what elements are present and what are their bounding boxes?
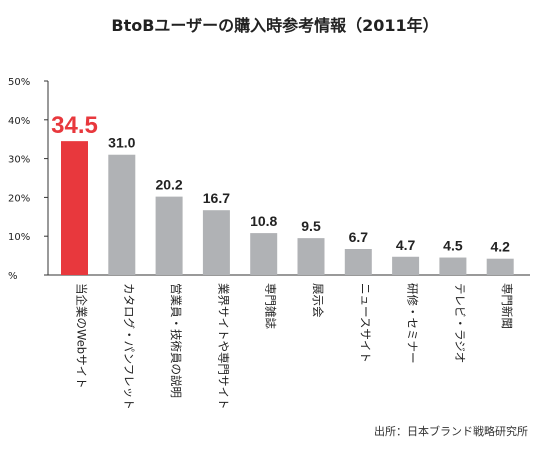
bar-7 — [344, 249, 372, 275]
bar-3 — [155, 196, 183, 275]
value-label-10: 4.2 — [490, 239, 510, 255]
category-text: 当企業のWebサイト — [75, 283, 89, 389]
bar-9 — [439, 257, 467, 275]
value-label-6: 9.5 — [301, 218, 321, 234]
value-label-9: 4.5 — [443, 238, 463, 254]
bars — [61, 141, 514, 275]
bar-6 — [297, 238, 325, 275]
value-labels: 34.5 31.0 20.2 16.7 10.8 9.5 6.7 4.7 4.5 4.2 — [51, 112, 510, 255]
value-label-1: 34.5 — [51, 112, 98, 139]
y-tick-label: 50% — [8, 77, 30, 88]
category-text: 営業員・技術員の説明 — [169, 283, 183, 398]
y-tick-label: 40% — [8, 116, 30, 127]
category-label-6: 展示会 — [311, 283, 325, 318]
bar-5 — [250, 233, 278, 275]
bar-8 — [392, 256, 420, 275]
category-label-7: ニュースサイト — [358, 283, 372, 363]
category-label-2: カタログ・パンフレット — [122, 283, 136, 410]
value-label-5: 10.8 — [250, 213, 277, 229]
category-text: 専門新聞 — [500, 283, 514, 329]
value-label-7: 6.7 — [349, 229, 369, 245]
category-text: テレビ・ラジオ — [453, 283, 467, 363]
value-label-4: 16.7 — [203, 190, 230, 206]
category-label-5: 専門雑誌 — [264, 283, 278, 329]
value-label-2: 31.0 — [108, 135, 135, 151]
category-label-8: 研修・セミナー — [406, 283, 420, 364]
category-label-9: テレビ・ラジオ — [453, 283, 467, 363]
y-tick-label: 10% — [8, 232, 30, 243]
category-text: 研修・セミナー — [406, 283, 420, 364]
category-text: 展示会 — [311, 283, 325, 318]
y-tick-label: % — [8, 271, 18, 282]
y-tick-label: 20% — [8, 193, 30, 204]
bar-10 — [486, 258, 514, 275]
bar-2 — [108, 154, 136, 275]
x-labels: 当企業のWebサイト カタログ・パンフレット 営業員・技術員の説明 業界サイトや専門サ… — [75, 283, 515, 410]
category-label-1: 当企業のWebサイト — [75, 283, 89, 389]
source-note: 出所：日本ブランド戦略研究所 — [374, 425, 528, 438]
category-text: カタログ・パンフレット — [122, 283, 136, 410]
bar-4 — [202, 210, 230, 275]
value-label-8: 4.7 — [396, 237, 416, 253]
value-label-3: 20.2 — [155, 177, 182, 193]
category-label-3: 営業員・技術員の説明 — [169, 283, 183, 398]
category-label-10: 専門新聞 — [500, 283, 514, 329]
y-tick-label: 30% — [8, 155, 30, 166]
category-text: ニュースサイト — [358, 283, 372, 363]
category-text: 業界サイトや専門サイト — [216, 283, 230, 410]
category-label-4: 業界サイトや専門サイト — [216, 283, 230, 410]
category-text: 専門雑誌 — [264, 283, 278, 329]
bar-1 — [61, 141, 88, 275]
chart-title: BtoBユーザーの購入時参考情報（2011年） — [111, 16, 439, 35]
